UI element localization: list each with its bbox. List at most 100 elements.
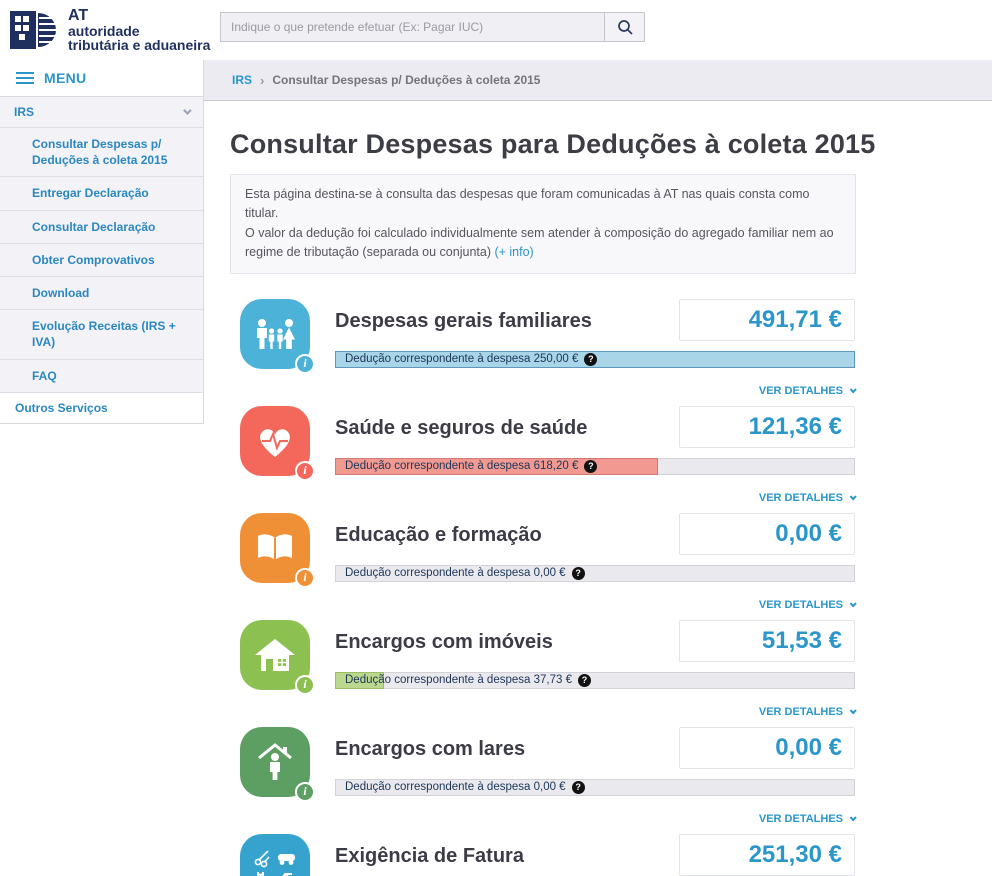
deduction-value-box: 51,53 € bbox=[679, 619, 855, 662]
sidebar-item-label: Obter Comprovativos bbox=[32, 252, 155, 267]
deduction-value: 0,00 € bbox=[775, 733, 842, 761]
expense-category-row: i Saúde e seguros de saúde 121,36 € Dedu… bbox=[230, 403, 857, 510]
help-icon[interactable]: ? bbox=[571, 780, 585, 794]
chevron-down-icon bbox=[849, 814, 857, 822]
deduction-progress-bar: Dedução correspondente à despesa 0,00 € … bbox=[335, 778, 855, 796]
category-title: Despesas gerais familiares bbox=[335, 309, 592, 332]
top-header: AT autoridade tributária e aduaneira bbox=[0, 0, 992, 60]
info-badge-icon[interactable]: i bbox=[295, 353, 315, 374]
deduction-value-box: 0,00 € bbox=[679, 726, 855, 769]
info-line1: Esta página destina-se à consulta das de… bbox=[245, 187, 810, 221]
info-badge-icon[interactable]: i bbox=[295, 674, 315, 695]
deduction-value-box: 121,36 € bbox=[679, 405, 855, 448]
breadcrumb-root-link[interactable]: IRS bbox=[232, 73, 253, 87]
expense-category-row: i Encargos com imóveis 51,53 € Dedução c… bbox=[230, 617, 857, 724]
breadcrumb-separator: › bbox=[260, 72, 265, 88]
info-badge-icon[interactable]: i bbox=[295, 460, 315, 481]
info-line2: O valor da dedução foi calculado individ… bbox=[245, 224, 841, 263]
ver-detalhes-label: VER DETALHES bbox=[758, 384, 843, 397]
deduction-progress-bar: Dedução correspondente à despesa 618,20 … bbox=[335, 457, 855, 475]
ver-detalhes-label: VER DETALHES bbox=[758, 491, 843, 504]
bar-label: Dedução correspondente à despesa 0,00 € bbox=[345, 781, 566, 793]
family-icon: i bbox=[240, 298, 315, 374]
progress-bar-fill bbox=[335, 457, 659, 475]
sidebar-item[interactable]: Obter Comprovativos bbox=[0, 244, 203, 277]
ver-detalhes-link[interactable]: VER DETALHES bbox=[758, 598, 857, 611]
sidebar-item-label: Entregar Declaração bbox=[32, 186, 149, 201]
sidebar-item-label: Download bbox=[32, 285, 90, 300]
category-title: Saúde e seguros de saúde bbox=[335, 416, 588, 439]
deduction-value: 121,36 € bbox=[748, 412, 842, 440]
deduction-value-box: 0,00 € bbox=[679, 512, 855, 555]
category-title: Exigência de Fatura bbox=[335, 844, 524, 867]
search-input[interactable] bbox=[221, 13, 604, 41]
sidebar-item-outros-servicos[interactable]: Outros Serviços bbox=[0, 392, 203, 424]
category-title: Encargos com lares bbox=[335, 737, 526, 760]
logo-acronym: AT bbox=[68, 6, 89, 24]
at-logo: AT autoridade tributária e aduaneira bbox=[8, 7, 210, 53]
search-icon bbox=[617, 20, 633, 35]
help-icon[interactable]: ? bbox=[584, 352, 598, 366]
deduction-value-box: 251,30 € bbox=[679, 833, 855, 876]
sidebar-section-irs[interactable]: IRS bbox=[0, 97, 203, 128]
ver-detalhes-link[interactable]: VER DETALHES bbox=[758, 384, 857, 397]
deduction-value: 51,53 € bbox=[761, 626, 842, 654]
info-badge-icon[interactable]: i bbox=[295, 781, 315, 802]
chevron-down-icon bbox=[849, 493, 857, 501]
expense-category-row: i Exigência de Fatura 251,30 € Dedução c… bbox=[230, 831, 856, 876]
help-icon[interactable]: ? bbox=[584, 459, 598, 473]
expense-category-row: i Despesas gerais familiares 491,71 € De… bbox=[230, 296, 857, 403]
hamburger-icon bbox=[16, 72, 34, 84]
info-badge-icon[interactable]: i bbox=[295, 567, 315, 588]
bar-label: Dedução correspondente à despesa 618,20 … bbox=[345, 460, 579, 472]
bar-label: Dedução correspondente à despesa 37,73 € bbox=[345, 674, 572, 686]
main-content: Consultar Despesas para Deduções à colet… bbox=[204, 101, 992, 876]
chevron-down-icon bbox=[849, 386, 857, 394]
ver-detalhes-link[interactable]: VER DETALHES bbox=[759, 813, 857, 825]
expense-categories-list: i Despesas gerais familiares 491,71 € De… bbox=[230, 296, 992, 876]
deduction-progress-bar: Dedução correspondente à despesa 0,00 € … bbox=[335, 564, 855, 582]
deduction-progress-bar: Dedução correspondente à despesa 37,73 €… bbox=[335, 671, 855, 689]
category-title: Encargos com imóveis bbox=[335, 630, 553, 653]
invoice-sectors-icon: i bbox=[240, 833, 310, 876]
sidebar-item[interactable]: Download bbox=[0, 277, 203, 311]
category-title: Educação e formação bbox=[335, 523, 542, 546]
sidebar-item[interactable]: Consultar Declaração bbox=[0, 211, 203, 244]
ver-detalhes-link[interactable]: VER DETALHES bbox=[758, 491, 857, 504]
health-heart-icon: i bbox=[240, 405, 315, 481]
sidebar-item-label: FAQ bbox=[32, 368, 57, 383]
more-info-link[interactable]: (+ info) bbox=[494, 245, 534, 260]
breadcrumb: IRS › Consultar Despesas p/ Deduções à c… bbox=[204, 60, 992, 101]
sidebar: MENU IRS Consultar Despesas p/ Deduções … bbox=[0, 60, 204, 424]
page-title: Consultar Despesas para Deduções à colet… bbox=[230, 129, 876, 159]
chevron-down-icon bbox=[849, 600, 857, 608]
at-logo-emblem bbox=[10, 11, 57, 49]
menu-toggle[interactable]: MENU bbox=[0, 60, 203, 97]
deduction-value: 251,30 € bbox=[748, 840, 842, 868]
info-line2-text: O valor da dedução foi calculado individ… bbox=[245, 225, 834, 260]
education-book-icon: i bbox=[240, 512, 315, 588]
sidebar-item[interactable]: Entregar Declaração bbox=[0, 177, 203, 211]
menu-label: MENU bbox=[44, 70, 87, 86]
help-icon[interactable]: ? bbox=[577, 673, 591, 687]
sidebar-item-label: Consultar Despesas p/ Deduções à coleta … bbox=[32, 137, 168, 168]
deduction-progress-bar: Dedução correspondente à despesa 250,00 … bbox=[335, 350, 855, 368]
ver-detalhes-link[interactable]: VER DETALHES bbox=[759, 706, 857, 718]
sidebar-item[interactable]: Evolução Receitas (IRS + IVA) bbox=[0, 310, 203, 360]
expense-category-row: i Educação e formação 0,00 € Dedução cor… bbox=[230, 510, 857, 617]
house-icon: i bbox=[240, 619, 315, 695]
expense-category-row: i Encargos com lares 0,00 € Dedução corr… bbox=[230, 724, 857, 831]
help-icon[interactable]: ? bbox=[571, 566, 585, 580]
search-button[interactable] bbox=[604, 13, 644, 41]
sidebar-item-label: Consultar Declaração bbox=[32, 219, 156, 234]
sidebar-item[interactable]: Consultar Despesas p/ Deduções à coleta … bbox=[0, 128, 203, 178]
ver-detalhes-label: VER DETALHES bbox=[758, 598, 843, 611]
sidebar-item-label: Evolução Receitas (IRS + IVA) bbox=[32, 319, 176, 350]
breadcrumb-current: Consultar Despesas p/ Deduções à coleta … bbox=[272, 73, 541, 87]
logo-line2: tributária e aduaneira bbox=[68, 37, 211, 54]
logo-line1: autoridade bbox=[68, 22, 140, 39]
deduction-value: 0,00 € bbox=[775, 519, 842, 547]
deduction-value-box: 491,71 € bbox=[679, 298, 855, 341]
deduction-value: 491,71 € bbox=[748, 305, 842, 333]
sidebar-item[interactable]: FAQ bbox=[0, 360, 203, 393]
